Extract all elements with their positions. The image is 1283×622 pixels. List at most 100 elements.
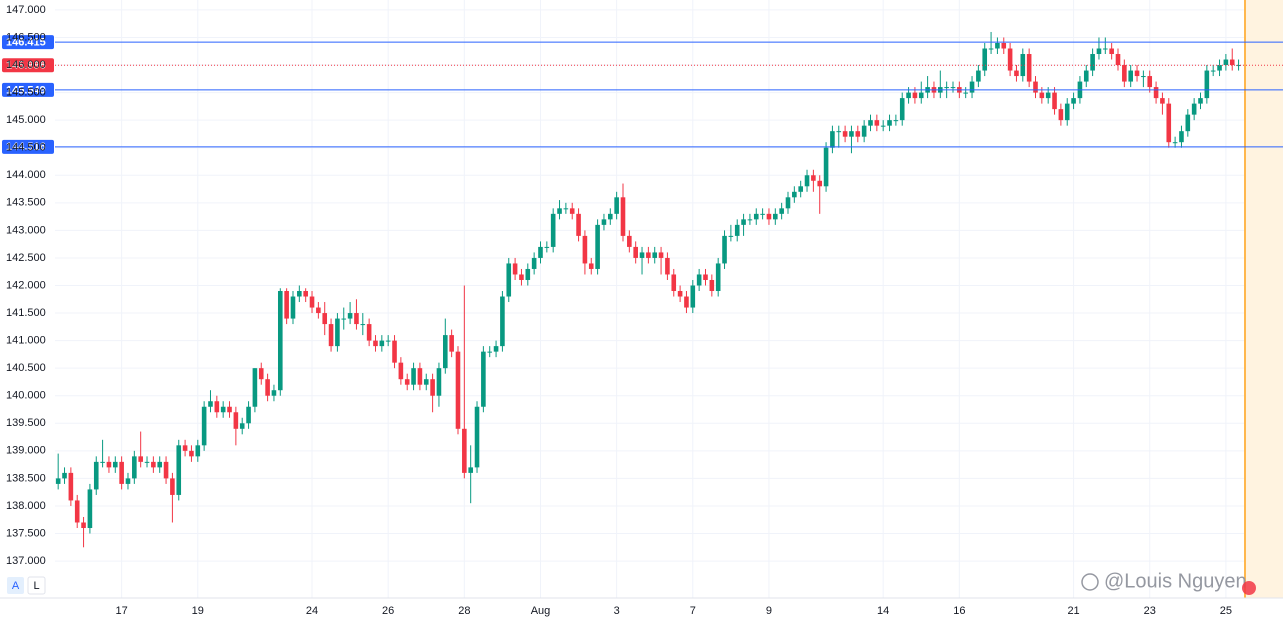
candle-body [500,296,505,347]
horizontal-lines: 146.415 145.996 145.549 144.516 [2,35,1283,154]
candle-body [347,313,353,319]
candle-body [918,92,924,99]
candle-body [157,461,163,468]
price-badge-label: 146.415 [6,37,46,49]
candle-body [709,279,715,292]
y-tick-label: 146.500 [6,31,46,43]
y-tick-label: 142.500 [6,252,46,264]
candle-body [728,235,734,237]
candle-body [417,368,423,385]
candle-body [950,87,956,89]
candle-body [544,246,550,248]
candle-body [1045,92,1051,99]
candle-body [1090,54,1095,71]
candle-body [1058,109,1064,121]
candle-body [963,92,968,94]
candle-body [303,291,308,297]
candle-body [1210,70,1216,72]
scale-buttons: A L [7,576,46,595]
button-auto[interactable]: A [12,580,20,592]
grid [55,0,1283,598]
candle-body [538,246,543,258]
candle-body [100,461,105,463]
candle-body [436,368,442,396]
candle-body [106,461,112,468]
button-bg[interactable] [27,576,46,595]
candle-body [449,335,454,352]
candle-body [1134,70,1140,77]
x-tick-label: 28 [458,605,470,617]
candle-body [671,274,677,292]
candle-body [487,351,493,353]
candle-body [1185,114,1191,132]
y-tick-label: 140.500 [6,362,46,374]
candle-body [715,263,721,292]
candle-body [68,472,74,501]
candle-body [468,467,473,473]
candle-body [195,445,201,457]
candle-body [132,456,137,479]
candle-body [481,351,486,407]
y-tick-label: 145.000 [6,114,46,126]
candle-body [912,92,918,99]
candle-body [747,219,753,221]
y-tick-label: 137.000 [6,555,46,567]
candle-body [792,191,797,198]
candle-body [366,324,372,341]
candle-body [208,401,213,407]
y-tick-label: 138.000 [6,500,46,512]
candle-body [1033,81,1038,93]
candle-body [601,219,607,225]
candle-body [220,406,226,413]
candle-body [341,318,347,320]
candle-body [373,340,378,347]
candle-body [969,81,975,93]
candle-body [734,224,740,236]
candle-body [214,401,220,413]
candle-body [525,268,531,280]
x-tick-label: 14 [877,605,889,617]
candle-body [322,313,328,325]
candle-body [582,235,588,264]
candle-body [849,131,854,137]
candle-body [722,235,727,264]
candle-body [151,461,156,468]
candle-body [1141,76,1146,78]
candle-body [1236,65,1241,67]
button-log[interactable]: L [33,580,39,592]
candle-body [246,406,251,424]
y-tick-label: 146.000 [6,59,46,71]
price-badge-label: 145.549 [6,84,46,96]
candle-body [804,175,810,187]
candle-body [652,252,658,258]
candle-body [798,186,803,192]
candle-body [1153,87,1159,99]
candle-body [182,445,188,451]
candle-body [1007,48,1013,71]
candle-body [138,456,143,462]
candle-body [170,478,175,495]
candle-body [277,291,283,391]
axes: 137.000 137.500 138.000 138.500 139.000 139.5… [6,4,1232,617]
candle-body [868,120,873,126]
session-highlight [1244,0,1283,598]
candle-body [550,213,556,247]
candle-body [112,461,118,468]
button-bg[interactable] [7,577,24,594]
candle-body [1122,65,1127,82]
y-tick-label: 141.500 [6,307,46,319]
candle-body [423,379,429,385]
x-tick-label: 26 [382,605,394,617]
candle-body [163,461,169,479]
price-badge-label: 144.516 [6,141,46,153]
candle-body [690,285,696,308]
candle-body [588,263,594,269]
candle-body [760,213,765,215]
candle-body [74,500,80,523]
price-badge-label: 145.996 [6,60,46,72]
alert-icon [1242,581,1256,595]
y-tick-label: 141.000 [6,335,46,347]
candle-body [1128,70,1133,82]
candle-body [614,197,619,214]
